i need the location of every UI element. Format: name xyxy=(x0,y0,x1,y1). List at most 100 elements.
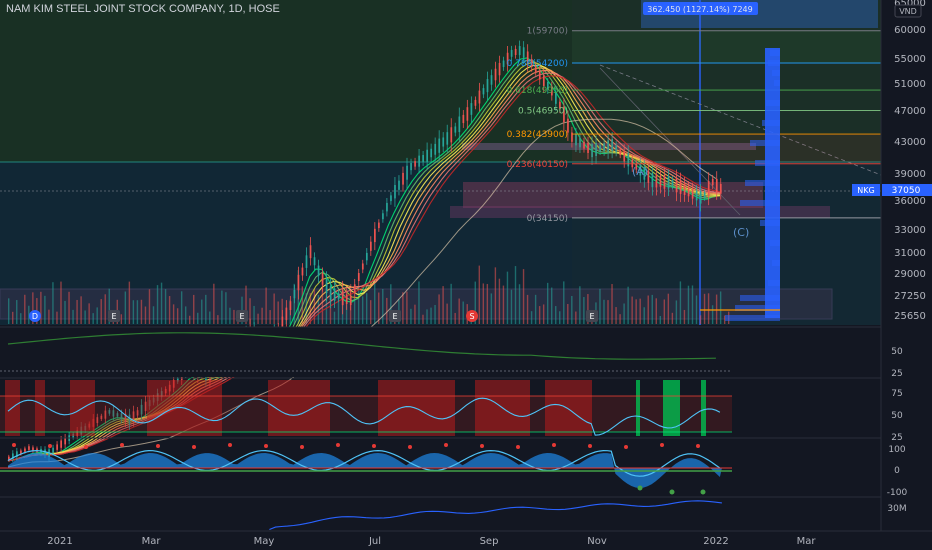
volume-bar xyxy=(567,303,569,324)
volume-bar xyxy=(526,294,529,324)
volume-bar xyxy=(482,283,485,324)
volume-bar xyxy=(474,281,476,324)
candle-body xyxy=(64,437,67,445)
volume-bar xyxy=(273,293,275,324)
candle-body xyxy=(140,404,143,415)
pane-tick: 100 xyxy=(888,445,905,455)
volume-bar xyxy=(144,306,147,324)
candle-body xyxy=(438,138,441,153)
candle-body xyxy=(321,273,324,285)
candle-body xyxy=(418,155,420,167)
time-tick: 2022 xyxy=(703,536,728,547)
candle-body xyxy=(378,222,380,229)
candle-body xyxy=(579,137,581,148)
signal-dot xyxy=(552,443,556,447)
candle-body xyxy=(695,190,698,201)
volume-bar xyxy=(691,285,694,324)
candle-body xyxy=(100,415,103,420)
volume-bar xyxy=(152,306,155,324)
candle-body xyxy=(510,49,513,57)
candle-body xyxy=(349,296,352,306)
momentum-line xyxy=(7,449,721,477)
volume-bar xyxy=(615,307,617,324)
candle-body xyxy=(707,181,710,196)
candle-body xyxy=(498,62,501,76)
green-zone xyxy=(0,0,572,162)
signal-dot xyxy=(372,444,376,448)
signal-dot xyxy=(696,444,700,448)
volume-bar xyxy=(12,311,14,324)
volume-bar xyxy=(518,284,521,324)
volume-bar xyxy=(221,290,223,324)
volume-bar xyxy=(542,304,545,324)
candle-body xyxy=(567,118,569,133)
volume-bar xyxy=(128,281,131,324)
signal-dot xyxy=(516,445,520,449)
volume-bar xyxy=(575,311,577,324)
chart-title: NAM KIM STEEL JOINT STOCK COMPANY, 1D, H… xyxy=(6,3,280,15)
volume-bar xyxy=(402,292,404,324)
candle-body xyxy=(365,252,368,261)
moving-average xyxy=(7,59,721,462)
volume-bar xyxy=(205,294,207,324)
candle-body xyxy=(24,448,26,452)
time-tick: Mar xyxy=(142,536,162,547)
signal-dot xyxy=(480,444,484,448)
time-tick: 2021 xyxy=(47,536,72,547)
pane-tick: 50 xyxy=(891,411,903,421)
candle-body xyxy=(16,451,18,457)
candle-body xyxy=(104,410,107,419)
candle-body xyxy=(474,99,477,106)
signal-dot xyxy=(264,444,268,448)
volume-bar xyxy=(48,309,50,324)
candle-body xyxy=(120,413,123,420)
overbought-band xyxy=(378,380,455,436)
volume-bar xyxy=(52,282,54,324)
volume-bar xyxy=(378,292,380,324)
candle-body xyxy=(406,165,408,180)
volume-bar xyxy=(406,291,408,324)
volume-bar xyxy=(623,303,625,324)
event-marker xyxy=(389,310,401,322)
volume-bar xyxy=(530,311,533,324)
candle-body xyxy=(422,155,424,162)
chart-background xyxy=(0,0,882,325)
candle-body xyxy=(643,167,646,180)
candle-body xyxy=(56,444,58,450)
volume-bar xyxy=(76,299,78,324)
volume-bar xyxy=(72,309,74,324)
candle-body xyxy=(112,410,115,417)
volume-bar xyxy=(180,291,183,324)
volume-bar xyxy=(538,306,541,324)
ticker-badge xyxy=(852,184,880,196)
candle-body xyxy=(711,178,714,186)
candle-body xyxy=(313,257,316,266)
volume-bar xyxy=(707,293,710,324)
volume-bar xyxy=(168,296,171,324)
volume-bar xyxy=(96,307,98,324)
oversold-band xyxy=(701,380,706,436)
candle-body xyxy=(293,289,296,299)
event-marker-label: E xyxy=(392,312,397,321)
volume-bar xyxy=(313,289,316,324)
event-marker-label: E xyxy=(111,312,116,321)
fib-band xyxy=(572,134,881,164)
price-tick: 25650 xyxy=(894,311,926,322)
volume-bar xyxy=(390,284,392,324)
volume-bar xyxy=(156,285,159,324)
volume-bar xyxy=(627,286,629,324)
volume-bar xyxy=(357,287,360,324)
price-axis: 6500060000550005100047000430003900036000… xyxy=(852,0,932,550)
time-axis: 2021 Mar May Jul Sep Nov 2022 Mar xyxy=(0,530,932,550)
pane-tick: -100 xyxy=(887,488,908,498)
candle-body xyxy=(454,126,457,133)
volume-bar xyxy=(88,303,90,324)
volume-bar xyxy=(68,291,70,324)
signal-dot xyxy=(300,445,304,449)
time-axis-bg xyxy=(0,531,932,550)
price-tick: 55000 xyxy=(894,54,926,65)
candle-body xyxy=(353,284,356,294)
volume-bar xyxy=(309,293,312,324)
candle-body xyxy=(128,414,131,425)
